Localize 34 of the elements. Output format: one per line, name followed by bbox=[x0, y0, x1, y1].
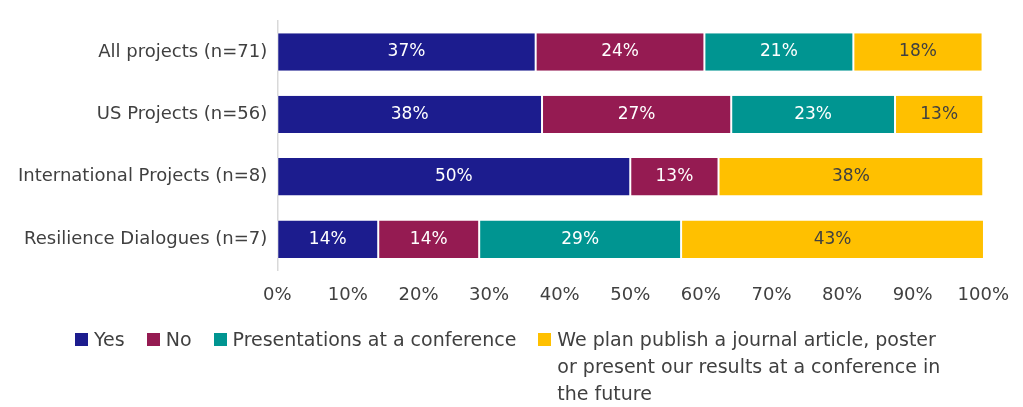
y-tick-label: All projects (n=71) bbox=[98, 39, 268, 61]
data-label: 38% bbox=[390, 102, 429, 123]
legend-label: Presentations at a conference bbox=[232, 327, 517, 352]
data-label: 13% bbox=[920, 102, 959, 123]
x-tick-label: 70% bbox=[751, 282, 792, 304]
x-tick-label: 50% bbox=[610, 282, 651, 304]
legend-label: Yes bbox=[94, 327, 125, 352]
x-tick-label: 100% bbox=[957, 282, 1009, 304]
x-tick-label: 0% bbox=[262, 282, 292, 304]
x-tick-label: 80% bbox=[822, 282, 863, 304]
y-tick-label: Resilience Dialogues (n=7) bbox=[24, 226, 268, 248]
data-label: 50% bbox=[434, 165, 473, 186]
data-label: 29% bbox=[561, 227, 600, 248]
x-tick-label: 30% bbox=[469, 282, 510, 304]
data-label: 24% bbox=[601, 40, 639, 61]
data-label: 27% bbox=[617, 102, 656, 123]
y-tick-label: International Projects (n=8) bbox=[17, 164, 268, 186]
data-label: 21% bbox=[759, 40, 798, 61]
legend-label: We plan publish a journal article, poster or present our results at a conference in the future bbox=[557, 327, 942, 406]
data-label: 38% bbox=[832, 165, 870, 186]
y-tick-label: US Projects (n=56) bbox=[96, 102, 268, 124]
data-label: 18% bbox=[899, 40, 937, 61]
x-tick-label: 60% bbox=[680, 282, 721, 304]
x-tick-label: 20% bbox=[398, 282, 439, 304]
data-label: 14% bbox=[308, 227, 347, 248]
data-label: 43% bbox=[813, 227, 852, 248]
legend-label: No bbox=[165, 327, 192, 352]
x-tick-label: 40% bbox=[539, 282, 580, 304]
data-label: 13% bbox=[655, 165, 694, 186]
x-tick-label: 90% bbox=[892, 282, 933, 304]
data-label: 37% bbox=[387, 40, 426, 61]
data-label: 14% bbox=[409, 227, 448, 248]
data-label: 23% bbox=[794, 102, 833, 123]
x-tick-label: 10% bbox=[327, 282, 368, 304]
